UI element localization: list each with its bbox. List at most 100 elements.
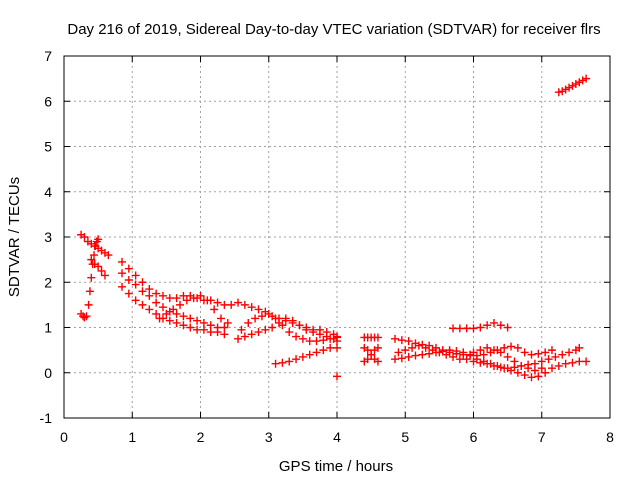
data-point [298, 352, 307, 361]
data-point [199, 318, 208, 327]
data-point [305, 350, 314, 359]
data-point [281, 314, 290, 323]
data-point [247, 330, 256, 339]
data-point [264, 309, 273, 318]
data-point [186, 323, 195, 332]
data-point [565, 83, 574, 92]
data-point [527, 373, 536, 382]
data-point [404, 352, 413, 361]
y-tick-label: -1 [40, 410, 53, 426]
data-point [138, 287, 147, 296]
data-point [360, 343, 369, 352]
data-point [206, 321, 215, 330]
data-point [476, 346, 485, 355]
gridlines [64, 56, 610, 418]
data-point [394, 348, 403, 357]
series-track-h [234, 314, 341, 346]
data-point [455, 324, 464, 333]
x-tick-label: 8 [606, 429, 614, 445]
data-point [179, 312, 188, 321]
data-point [172, 309, 181, 318]
series-outlier [333, 372, 341, 381]
data-point [104, 251, 113, 260]
data-point [397, 336, 406, 345]
data-point [449, 324, 458, 333]
data-point [575, 343, 584, 352]
data-point [520, 348, 529, 357]
series-track-d [118, 257, 341, 341]
data-point [578, 76, 587, 85]
data-point [503, 364, 512, 373]
data-point [199, 325, 208, 334]
data-point [442, 350, 451, 359]
data-point [558, 87, 567, 96]
data-point [176, 300, 185, 309]
data-point [124, 289, 133, 298]
data-point [244, 318, 253, 327]
data-point [408, 343, 417, 352]
data-point [513, 368, 522, 377]
data-point [489, 346, 498, 355]
data-point [278, 321, 287, 330]
data-point [489, 361, 498, 370]
series-track-g [155, 291, 232, 327]
data-point [530, 359, 539, 368]
y-tick-label: 2 [44, 274, 52, 290]
data-point [186, 314, 195, 323]
data-point [84, 300, 93, 309]
data-point [476, 323, 485, 332]
data-point [476, 358, 485, 367]
data-point [85, 287, 94, 296]
data-point [411, 351, 420, 360]
data-point [165, 316, 174, 325]
data-point [179, 321, 188, 330]
data-point [213, 298, 222, 307]
data-point [537, 364, 546, 373]
series-track-i [237, 309, 341, 346]
series-track-e [118, 269, 229, 332]
data-point [124, 264, 133, 273]
data-point [459, 350, 468, 359]
data-point [496, 363, 505, 372]
data-point [182, 296, 191, 305]
data-point [503, 323, 512, 332]
data-point [257, 312, 266, 321]
data-point [145, 305, 154, 314]
y-axis-label: SDTVAR / TECUs [6, 177, 23, 297]
data-point [237, 325, 246, 334]
data-point [268, 323, 277, 332]
series-track-k [360, 333, 382, 342]
data-point [172, 318, 181, 327]
data-point [547, 364, 556, 373]
data-point [469, 324, 478, 333]
data-point [547, 346, 556, 355]
series-track-o [394, 341, 584, 373]
data-point [524, 364, 533, 373]
x-axis-label: GPS time / hours [279, 458, 393, 475]
data-point [295, 321, 304, 330]
data-point [220, 300, 229, 309]
data-point [309, 328, 318, 337]
data-point [138, 300, 147, 309]
data-point [165, 294, 174, 303]
data-point [234, 298, 243, 307]
series-track-r [554, 74, 591, 97]
chart-title: Day 216 of 2019, Sidereal Day-to-day VTE… [67, 21, 600, 38]
data-point [145, 285, 154, 294]
data-point [500, 343, 509, 352]
data-point [367, 350, 376, 359]
data-point [541, 368, 550, 377]
data-point [90, 251, 99, 260]
data-point [496, 348, 505, 357]
x-tick-label: 4 [333, 429, 341, 445]
data-point [534, 349, 543, 358]
data-point [554, 361, 563, 370]
data-point [196, 291, 205, 300]
data-point [483, 343, 492, 352]
data-point [425, 349, 434, 358]
data-point [391, 334, 400, 343]
data-markers [77, 74, 591, 382]
data-point [193, 316, 202, 325]
data-point [401, 346, 410, 355]
data-point [91, 242, 100, 251]
